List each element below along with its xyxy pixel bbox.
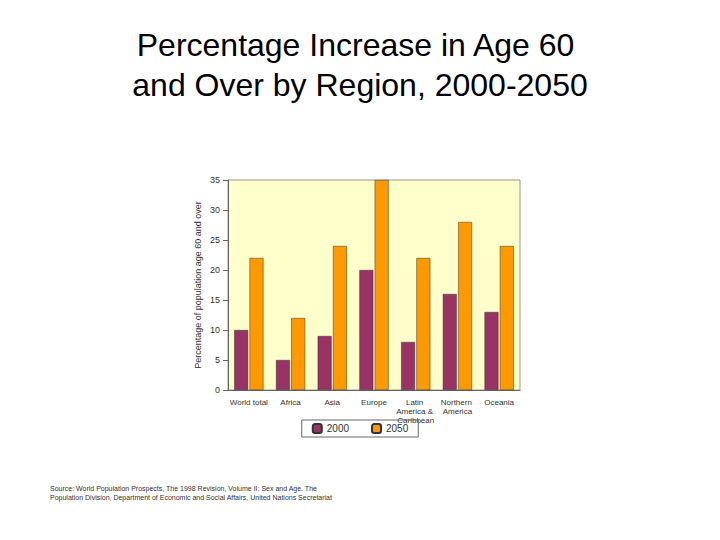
svg-text:2050: 2050 [386,423,409,434]
svg-text:Population Division, Departmen: Population Division, Department of Econo… [50,494,332,502]
svg-text:30: 30 [210,205,220,215]
svg-text:Oceania: Oceania [484,398,514,407]
svg-text:0: 0 [215,385,220,395]
svg-text:Latin: Latin [406,398,426,407]
svg-text:Percentage Increase in Age 60: Percentage Increase in Age 60 [137,27,584,63]
svg-text:20: 20 [210,265,220,275]
svg-text:America: America [443,407,473,416]
svg-text:35: 35 [210,175,220,185]
svg-text:Africa: Africa [280,398,301,407]
svg-text:and Over by Region, 2000-2050: and Over by Region, 2000-2050 [132,67,587,103]
svg-text:2000: 2000 [327,423,350,434]
svg-text:10: 10 [210,325,220,335]
svg-text:Percentage of population age 6: Percentage of population age 60 and over [193,201,203,369]
svg-text:World total: World total [230,398,268,407]
svg-text:Northern: Northern [441,398,474,407]
svg-text:25: 25 [210,235,220,245]
svg-text:5: 5 [215,355,220,365]
svg-text:America &: America & [396,407,435,416]
svg-text:Europe: Europe [361,398,387,407]
svg-text:Asia: Asia [325,398,341,407]
svg-text:15: 15 [210,295,220,305]
svg-text:Source: World Population Prosp: Source: World Population Prospects, The … [50,485,319,493]
